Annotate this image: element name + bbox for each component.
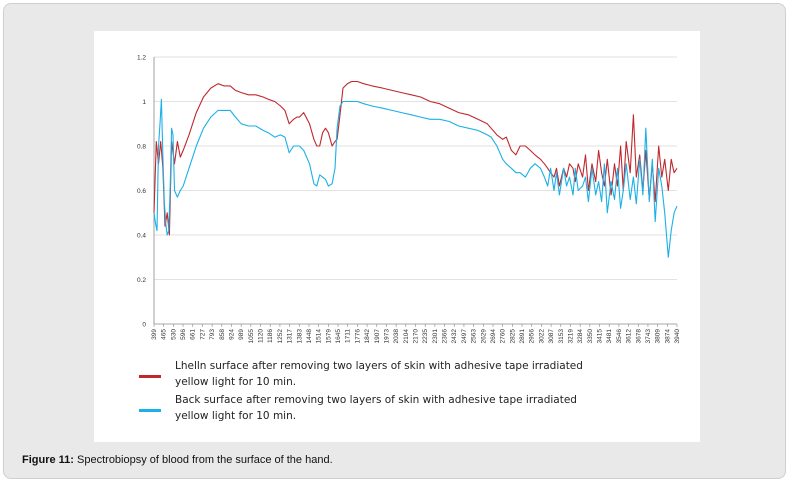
y-tick-label: 1	[142, 99, 146, 106]
caption-text: Spectrobiopsy of blood from the surface …	[73, 454, 333, 466]
x-tick-label: 3219	[567, 329, 574, 344]
x-tick-label: 2235	[422, 329, 429, 344]
x-tick-label: 3546	[616, 329, 623, 344]
x-tick-label: 727	[199, 329, 206, 340]
x-tick-label: 1252	[277, 329, 284, 344]
x-tick-label: 2038	[393, 329, 400, 344]
legend-label-blue-line2: yellow light for 10 min.	[175, 410, 297, 422]
x-tick-label: 989	[238, 329, 245, 340]
x-tick-label: 3940	[674, 329, 681, 344]
x-tick-label: 3809	[655, 329, 662, 344]
x-tick-label: 3743	[645, 329, 652, 344]
x-tick-label: 3022	[538, 329, 545, 344]
legend-swatch-red	[139, 375, 161, 378]
x-tick-label: 1776	[354, 329, 361, 344]
legend-label-blue-line1: Back surface after removing two layers o…	[175, 394, 577, 406]
x-tick-label: 793	[209, 329, 216, 340]
x-tick-label: 3481	[606, 329, 613, 344]
x-tick-label: 1907	[374, 329, 381, 344]
x-tick-label: 1186	[267, 329, 274, 343]
x-tick-label: 2629	[480, 329, 487, 344]
legend-label-red-line2: yellow light for 10 min.	[175, 376, 297, 388]
x-tick-label: 3678	[635, 329, 642, 344]
x-tick-label: 2563	[471, 329, 478, 344]
y-tick-label: 1.2	[137, 55, 146, 62]
x-tick-label: 1448	[306, 329, 313, 344]
x-tick-label: 2891	[519, 329, 526, 344]
x-tick-label: 3612	[626, 329, 633, 344]
x-tick-label: 1711	[345, 329, 352, 343]
x-tick-label: 1317	[287, 329, 294, 344]
x-tick-label: 924	[228, 329, 235, 340]
x-tick-label: 1383	[296, 329, 303, 344]
x-tick-label: 3153	[558, 329, 565, 344]
y-tick-label: 0.2	[137, 277, 146, 284]
legend-item-blue: Back surface after removing two layers o…	[139, 392, 595, 424]
series-line-red	[153, 80, 678, 236]
x-tick-label: 465	[161, 329, 168, 340]
x-tick-label: 3874	[664, 329, 671, 344]
legend-label-blue: Back surface after removing two layers o…	[175, 392, 595, 424]
figure-caption: Figure 11: Spectrobiopsy of blood from t…	[22, 454, 333, 466]
x-tick-label: 530	[170, 329, 177, 340]
x-tick-label: 1579	[325, 329, 332, 344]
x-tick-label: 858	[219, 329, 226, 340]
legend-label-red-line1: Lhelln surface after removing two layers…	[175, 360, 583, 372]
x-tick-label: 1645	[335, 329, 342, 344]
legend-item-red: Lhelln surface after removing two layers…	[139, 358, 595, 390]
x-tick-label: 2432	[451, 329, 458, 344]
y-tick-label: 0	[142, 322, 146, 329]
series-line-blue	[153, 98, 678, 258]
x-tick-label: 1842	[364, 329, 371, 344]
caption-label: Figure 11:	[22, 454, 74, 466]
y-tick-label: 0.6	[137, 188, 146, 195]
x-tick-label: 1973	[383, 329, 390, 344]
x-tick-label: 596	[180, 329, 187, 340]
x-tick-label: 3087	[548, 329, 555, 344]
x-tick-label: 2956	[529, 329, 536, 344]
x-tick-label: 2497	[461, 329, 468, 344]
figure-frame: 0 0.2 0.4 0.6 0.8 1 1.2 399 465 530 596 661 727 793 85…	[3, 3, 786, 479]
x-tick-label: 3415	[597, 329, 604, 344]
legend-label-red: Lhelln surface after removing two layers…	[175, 358, 595, 390]
x-tick-label: 2366	[442, 329, 449, 344]
legend-swatch-blue	[139, 409, 161, 412]
spectrum-chart: 0 0.2 0.4 0.6 0.8 1 1.2 399 465 530 596 661 727 793 85…	[137, 55, 681, 344]
x-tick-label: 1120	[258, 329, 265, 343]
x-tick-label: 2170	[413, 329, 420, 344]
x-tick-label: 3350	[587, 329, 594, 344]
x-tick-label: 2104	[403, 329, 410, 344]
x-tick-label: 2694	[490, 329, 497, 344]
x-tick-label: 2760	[500, 329, 507, 344]
x-tick-label: 3284	[577, 329, 584, 344]
x-tick-label: 399	[151, 329, 158, 340]
chart-panel: 0 0.2 0.4 0.6 0.8 1 1.2 399 465 530 596 661 727 793 85…	[94, 31, 700, 442]
x-tick-label: 1055	[248, 329, 255, 344]
x-tick-label: 661	[190, 329, 197, 340]
x-tick-label: 1514	[316, 329, 323, 344]
y-tick-label: 0.8	[137, 144, 146, 151]
x-tick-label: 2301	[432, 329, 439, 344]
x-tick-label: 2825	[509, 329, 516, 344]
y-tick-label: 0.4	[137, 233, 146, 240]
